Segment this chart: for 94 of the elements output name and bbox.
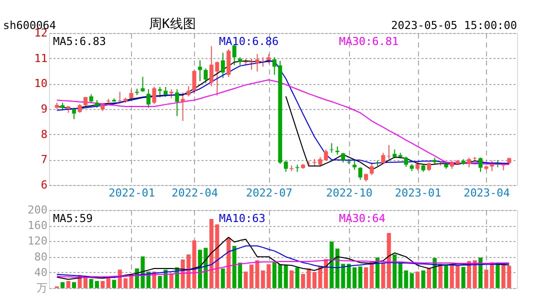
y-tick-label: 120: [28, 234, 48, 248]
bar: [89, 279, 94, 288]
x-tick-label: 2022-07: [246, 186, 292, 200]
line-series: [56, 245, 510, 278]
text: 2023-05-05 15:00:00: [391, 19, 517, 32]
bar: [358, 266, 362, 288]
bar: [94, 280, 99, 288]
bar: [461, 266, 466, 288]
bar: [106, 277, 110, 288]
bar: [490, 262, 494, 288]
x-tick-label: 2023-01: [394, 186, 442, 200]
candlestick: [146, 88, 150, 108]
candlestick: [175, 88, 180, 117]
bar: [478, 258, 483, 288]
y-tick-label: 40: [34, 266, 48, 279]
bar: [66, 280, 70, 288]
bar: [472, 260, 477, 288]
candlestick: [204, 68, 208, 84]
candlestick: [352, 160, 357, 170]
y-tick-label: 80: [34, 250, 48, 264]
y-tick-label: 160: [28, 219, 48, 232]
bar: [220, 268, 225, 288]
bar: [484, 270, 488, 288]
bar: [375, 258, 380, 288]
candlestick: [284, 160, 288, 172]
candlestick: [260, 56, 265, 68]
candlestick: [467, 157, 472, 168]
candlestick: [330, 142, 334, 154]
candlestick: [186, 86, 191, 97]
y-tick-label: 8: [40, 128, 48, 141]
candlestick: [370, 162, 374, 176]
candlestick: [198, 60, 202, 82]
bar: [284, 264, 288, 288]
bar: [410, 273, 414, 288]
chart-title: 周K线图: [149, 17, 196, 32]
bar: [381, 262, 386, 288]
candlestick: [324, 149, 328, 162]
candlestick: [266, 54, 271, 64]
candlestick: [386, 144, 391, 160]
series-label: MA10:6.86: [219, 35, 279, 48]
bar: [169, 274, 174, 288]
y-tick-label: 7: [40, 153, 48, 166]
text: MA5:6.83: [53, 35, 106, 48]
bar: [100, 280, 105, 288]
bar: [112, 280, 116, 288]
bar: [290, 270, 294, 288]
bar: [438, 264, 442, 288]
bar: [426, 268, 431, 288]
line-series: [56, 236, 510, 280]
x-tick-label: 2023-04: [464, 186, 510, 200]
y-tick-label: 200: [28, 204, 48, 216]
text: MA30:64: [339, 212, 386, 225]
bar: [301, 274, 306, 288]
candlestick: [404, 156, 408, 168]
bar: [416, 272, 420, 288]
candlestick: [152, 86, 156, 104]
x-tick-label: 2022-10: [326, 186, 373, 200]
candlestick: [358, 166, 362, 180]
candlestick: [232, 44, 236, 66]
text: MA30:6.81: [339, 35, 399, 48]
bar: [330, 242, 334, 288]
candlestick: [192, 69, 196, 94]
candlestick: [72, 107, 76, 120]
bar: [467, 261, 472, 288]
bar: [295, 267, 300, 288]
bar: [421, 270, 426, 288]
bar: [432, 258, 437, 288]
bar: [386, 233, 391, 288]
candlestick: [140, 76, 145, 92]
y-tick-label: 6: [40, 178, 48, 192]
y-tick-label: 万: [36, 282, 48, 294]
bar: [392, 254, 397, 288]
bar: [444, 264, 448, 288]
y-tick-label: 10: [34, 77, 48, 90]
candlestick: [164, 86, 168, 98]
candlestick: [180, 92, 185, 122]
bar: [226, 238, 231, 288]
x-tick-label: 2022-04: [172, 186, 218, 200]
line-series: [56, 259, 510, 278]
candlestick: [490, 160, 494, 172]
candlestick: [478, 157, 483, 172]
x-tick-label: 2022-01: [108, 186, 155, 200]
candlestick: [341, 152, 346, 163]
bar: [192, 240, 196, 288]
bar: [496, 262, 500, 288]
y-tick-label: 9: [40, 102, 48, 116]
bar: [72, 282, 76, 288]
candlestick: [220, 52, 225, 79]
text: MA10:63: [219, 212, 266, 225]
text: MA5:59: [53, 212, 93, 225]
candlestick: [158, 86, 162, 98]
candlestick: [169, 88, 174, 99]
bar: [60, 282, 65, 288]
y-tick-label: 11: [34, 52, 48, 65]
